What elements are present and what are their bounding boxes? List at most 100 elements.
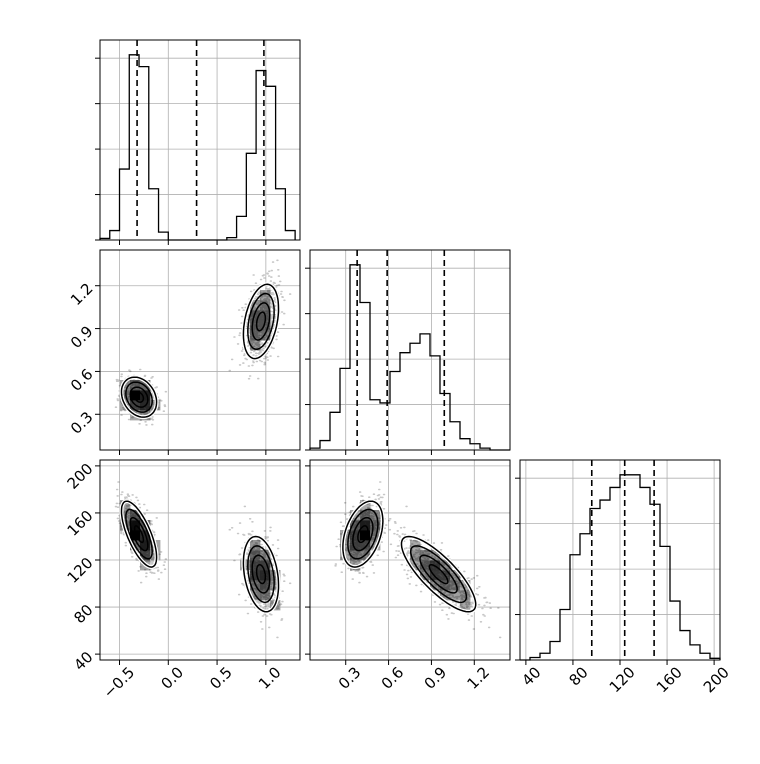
density-cell bbox=[420, 570, 431, 581]
y-tick-label: 160 bbox=[64, 507, 97, 540]
scatter-panel-2-1-content bbox=[334, 481, 502, 639]
x-tick-label: 200 bbox=[700, 663, 733, 696]
contour-line bbox=[419, 554, 458, 594]
contour-line bbox=[352, 516, 374, 552]
x-tick-label: 40 bbox=[518, 663, 544, 689]
y-tick-label: 1.2 bbox=[67, 280, 97, 310]
density-cell bbox=[140, 390, 151, 401]
density-cell bbox=[250, 310, 261, 321]
y-tick-label: 40 bbox=[70, 648, 96, 674]
x-tick-label: 80 bbox=[565, 663, 591, 689]
density-cell bbox=[250, 300, 261, 311]
contour-line bbox=[242, 283, 280, 360]
contour-line bbox=[120, 376, 158, 418]
density-cell bbox=[350, 510, 361, 521]
density-cell bbox=[140, 550, 151, 561]
density-cell bbox=[420, 560, 431, 571]
x-tick-label: 0.3 bbox=[335, 663, 365, 693]
density-cell bbox=[350, 540, 361, 551]
scatter-panel-1-0 bbox=[95, 249, 301, 455]
histogram-step bbox=[309, 264, 510, 451]
density-cell bbox=[270, 570, 281, 581]
scatter-panel-2-0-content bbox=[114, 481, 292, 639]
density-cell bbox=[340, 540, 351, 551]
histogram-panel-1-border bbox=[309, 249, 511, 451]
histogram-panel-0 bbox=[95, 39, 301, 245]
density-cell bbox=[410, 540, 421, 551]
density-cell bbox=[260, 560, 271, 571]
histogram-panel-0-background bbox=[100, 40, 300, 240]
y-tick-label: 120 bbox=[64, 554, 97, 587]
density-cell bbox=[460, 590, 471, 601]
contour-line bbox=[120, 500, 158, 568]
scatter-panel-1-0-content bbox=[114, 259, 292, 426]
density-cell bbox=[250, 550, 261, 561]
density-cell bbox=[430, 560, 441, 571]
density-cell bbox=[120, 500, 131, 511]
density-cell bbox=[260, 320, 271, 331]
y-tick-label: 200 bbox=[64, 460, 97, 493]
density-cell bbox=[130, 380, 141, 391]
density-cell bbox=[120, 380, 131, 391]
contour-line bbox=[255, 311, 267, 332]
density-cell bbox=[360, 510, 371, 521]
density-cell bbox=[250, 540, 261, 551]
x-tick-label: −0.5 bbox=[100, 663, 138, 701]
contour-line bbox=[133, 391, 145, 403]
density-cell bbox=[260, 330, 271, 341]
density-cell bbox=[250, 330, 261, 341]
density-cell bbox=[460, 580, 471, 591]
contour-line bbox=[251, 554, 271, 594]
density-cell bbox=[360, 530, 371, 541]
density-cell bbox=[130, 520, 141, 531]
density-cell bbox=[370, 530, 381, 541]
density-cell bbox=[440, 560, 451, 571]
histogram-panel-0-border bbox=[99, 39, 301, 241]
density-cell bbox=[130, 530, 141, 541]
contour-line bbox=[133, 525, 145, 544]
density-cell bbox=[350, 550, 361, 561]
x-tick-label: 120 bbox=[606, 663, 639, 696]
x-tick-label: 1.0 bbox=[255, 663, 285, 693]
contour-line bbox=[125, 381, 153, 413]
contour-line bbox=[255, 563, 267, 585]
density-cell bbox=[360, 540, 371, 551]
contour-line bbox=[347, 508, 379, 560]
density-cell bbox=[430, 570, 441, 581]
x-tick-label: 160 bbox=[653, 663, 686, 696]
density-cell bbox=[350, 520, 361, 531]
density-cell bbox=[250, 340, 261, 351]
density-cell bbox=[260, 550, 271, 561]
scatter-panel-2-1-border bbox=[309, 459, 511, 661]
histogram-step bbox=[520, 474, 721, 661]
contour-line bbox=[242, 535, 280, 613]
y-tick-label: 80 bbox=[70, 601, 96, 627]
scatter-panel-2-0-border bbox=[99, 459, 301, 661]
density-cell bbox=[260, 300, 271, 311]
density-cell bbox=[250, 320, 261, 331]
density-cell bbox=[370, 510, 381, 521]
contour-line bbox=[251, 302, 271, 341]
contour-line bbox=[409, 545, 468, 604]
density-cell bbox=[250, 560, 261, 571]
density-cell bbox=[450, 580, 461, 591]
density-cell bbox=[270, 580, 281, 591]
contour-line bbox=[247, 545, 275, 604]
density-cell bbox=[360, 500, 371, 511]
density-cell bbox=[250, 570, 261, 581]
histogram-panel-1 bbox=[305, 249, 511, 455]
histogram-panel-2-border bbox=[519, 459, 721, 661]
density-cell bbox=[370, 520, 381, 531]
density-cell bbox=[140, 540, 151, 551]
x-tick-label: 0.6 bbox=[378, 663, 408, 693]
contour-line bbox=[125, 508, 153, 560]
x-tick-label: 1.2 bbox=[463, 663, 493, 693]
contour-line bbox=[129, 386, 149, 408]
density-cell bbox=[440, 580, 451, 591]
contour-line bbox=[400, 535, 477, 613]
density-cell bbox=[430, 580, 441, 591]
scatter-panel-2-0 bbox=[95, 459, 301, 665]
contour-line bbox=[428, 563, 449, 585]
